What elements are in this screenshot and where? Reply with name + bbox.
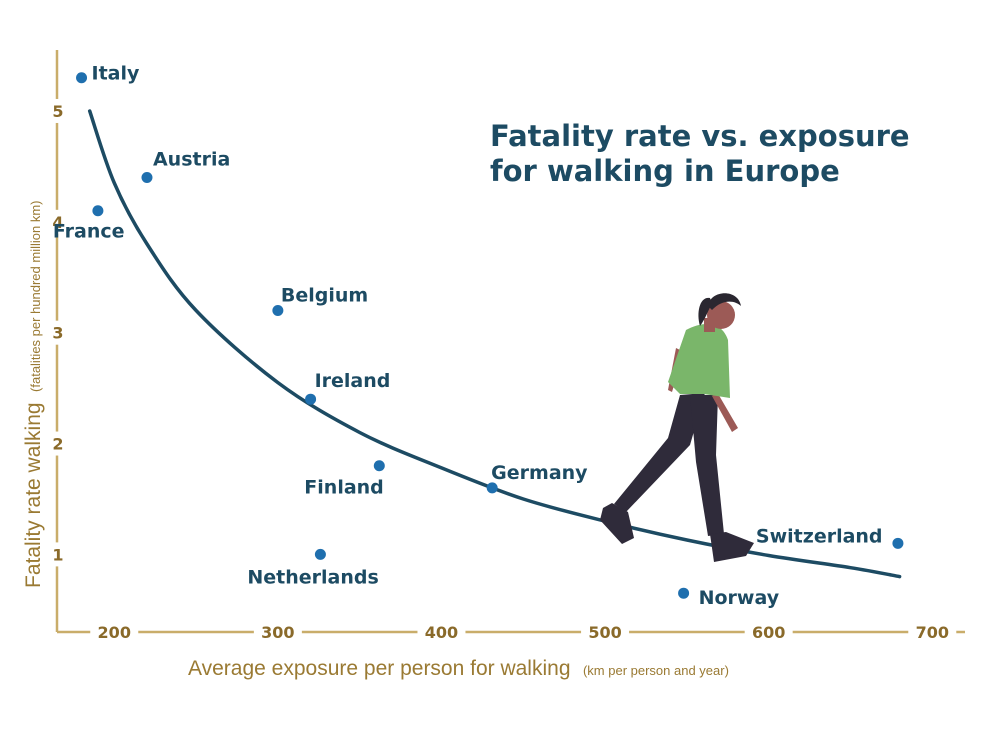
- front-leg: [690, 395, 724, 536]
- point-label-norway: Norway: [699, 587, 780, 609]
- x-tick-gap: [581, 628, 630, 636]
- y-tick-gap: [53, 98, 61, 123]
- data-point-italy: [76, 72, 88, 84]
- head: [707, 301, 735, 329]
- point-label-italy: Italy: [92, 63, 140, 85]
- data-point-switzerland: [892, 537, 904, 549]
- point-label-ireland: Ireland: [315, 370, 391, 392]
- data-point-norway: [678, 587, 690, 599]
- chart-title-line-2: for walking in Europe: [490, 154, 840, 188]
- data-point-ireland: [305, 393, 317, 405]
- point-label-germany: Germany: [491, 462, 588, 484]
- y-axis-label: Fatality rate walking (fatalities per hu…: [22, 201, 45, 589]
- point-label-switzerland: Switzerland: [756, 525, 883, 547]
- x-axis-label-unit: (km per person and year): [583, 663, 729, 678]
- ponytail: [698, 297, 712, 326]
- x-tick-label: 500: [588, 623, 621, 642]
- x-axis-label: Average exposure per person for walking …: [188, 657, 729, 680]
- x-tick-label: 700: [916, 623, 949, 642]
- y-axis-label-main: Fatality rate walking: [22, 402, 45, 588]
- y-tick-label: 2: [52, 435, 63, 454]
- y-tick-gap: [53, 209, 61, 234]
- point-label-austria: Austria: [153, 148, 230, 170]
- y-tick-label: 4: [52, 213, 63, 232]
- chart-title-line-1: Fatality rate vs. exposure: [490, 119, 910, 153]
- y-tick-label: 1: [52, 545, 63, 564]
- front-shoe: [710, 532, 754, 562]
- data-point-belgium: [272, 305, 284, 317]
- y-tick-gap: [53, 542, 61, 567]
- point-label-netherlands: Netherlands: [247, 566, 378, 588]
- data-point-france: [92, 205, 104, 217]
- data-point-austria: [141, 171, 153, 183]
- woman-walking-illustration: [600, 293, 754, 562]
- x-axis-label-main: Average exposure per person for walking: [188, 657, 571, 680]
- x-tick-gap: [253, 628, 302, 636]
- x-tick-label: 200: [98, 623, 131, 642]
- data-points: [76, 72, 904, 599]
- trend-line: [87, 109, 902, 579]
- trend-line-group: [87, 109, 902, 579]
- hair: [708, 293, 741, 310]
- point-label-france: France: [53, 221, 125, 243]
- tick-labels: 200 300 400 500 600 700 1 2 3 4 5: [52, 98, 957, 642]
- data-point-germany: [486, 482, 498, 494]
- x-tick-label: 400: [425, 623, 458, 642]
- x-tick-label: 300: [261, 623, 294, 642]
- front-arm: [712, 392, 738, 432]
- x-tick-gap: [744, 628, 793, 636]
- x-tick-gap: [908, 628, 957, 636]
- point-labels: Italy Austria France Belgium Ireland Finland N…: [53, 63, 883, 609]
- x-tick-gap: [90, 628, 139, 636]
- y-tick-label: 5: [52, 102, 63, 121]
- x-tick-gap: [417, 628, 466, 636]
- data-point-netherlands: [314, 548, 326, 560]
- data-point-finland: [373, 460, 385, 472]
- neck: [704, 318, 715, 332]
- point-label-finland: Finland: [304, 477, 383, 499]
- y-tick-gap: [53, 431, 61, 456]
- back-leg: [614, 393, 705, 512]
- y-axis-label-unit: (fatalities per hundred million km): [28, 201, 43, 392]
- y-tick-gap: [53, 320, 61, 345]
- shirt: [668, 324, 730, 398]
- y-tick-label: 3: [52, 324, 63, 343]
- x-tick-label: 600: [752, 623, 785, 642]
- back-shoe: [600, 503, 634, 544]
- point-label-belgium: Belgium: [281, 285, 368, 307]
